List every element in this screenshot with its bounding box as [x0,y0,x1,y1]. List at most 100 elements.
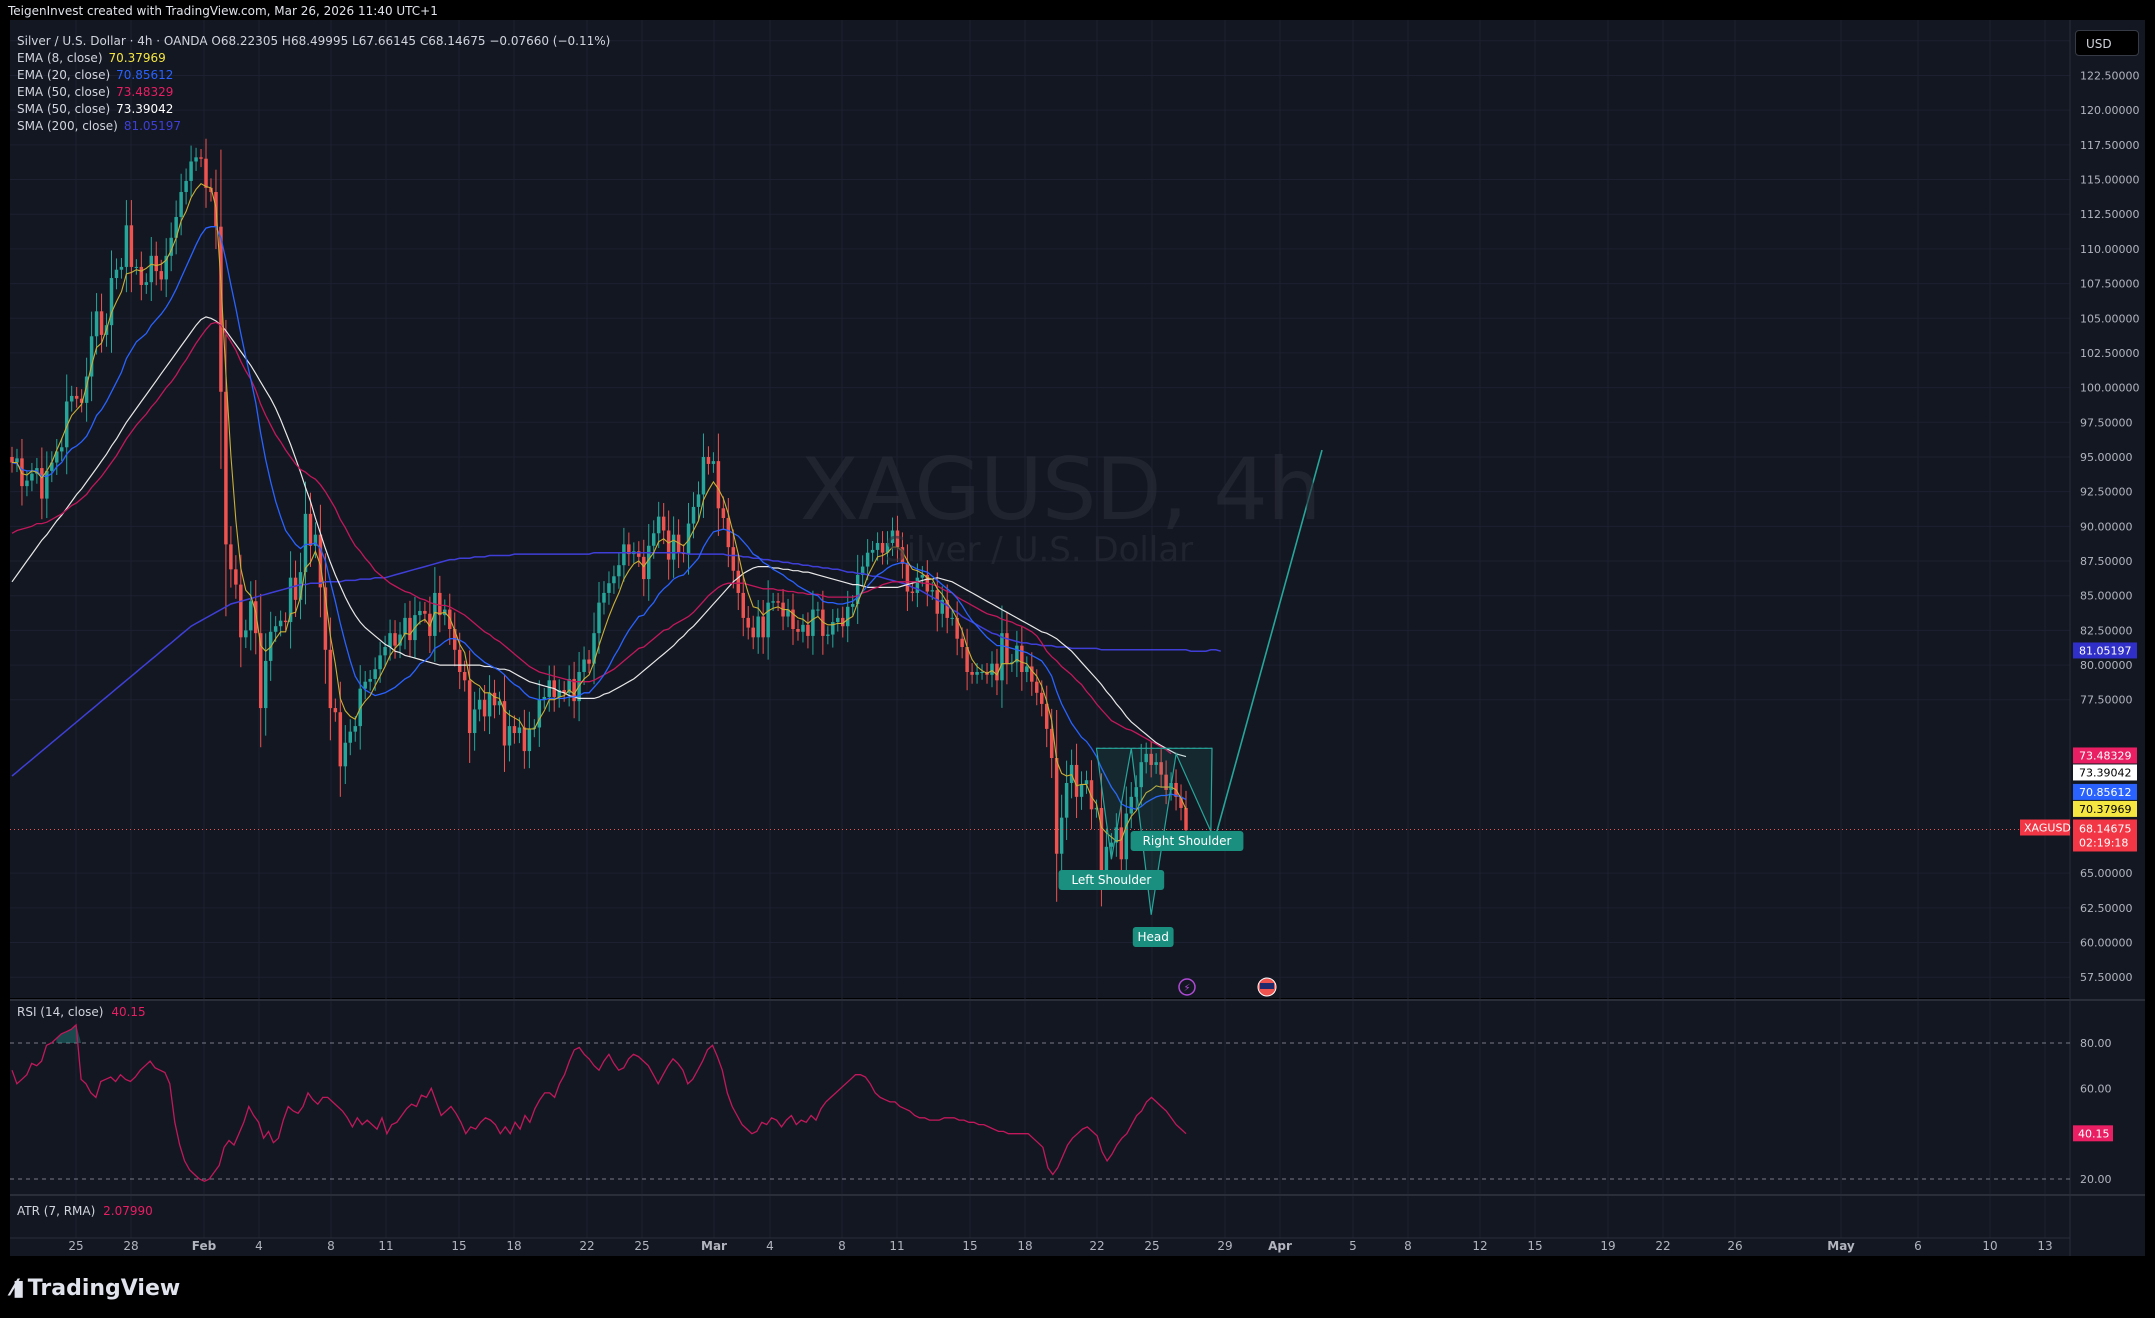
change-value: −0.07660 (−0.11%) [489,34,611,48]
candle-body [666,530,671,560]
rsi-value-label: 40.15 [2078,1127,2110,1140]
price-tick-label: 62.50000 [2080,902,2133,915]
candle-body [751,627,755,638]
candle-body [353,726,357,732]
candle-body [582,659,586,672]
candle-body [239,584,243,638]
candle-body [865,552,870,567]
price-tick-label: 90.00000 [2080,520,2133,533]
rsi-value: 40.15 [111,1005,146,1019]
candle-body [960,638,964,648]
atr-legend[interactable]: ATR (7, RMA) 2.07990 [17,1204,153,1218]
symbol-label[interactable]: Silver / U.S. Dollar · 4h · OANDA [17,34,208,48]
symbol-label: XAGUSD [2024,821,2071,834]
atr-label: ATR (7, RMA) [17,1204,96,1218]
rsi-value-label-bg [2073,1125,2113,1142]
watermark-name: Silver / U.S. Dollar [885,530,1194,570]
candle-body [368,678,372,682]
time-tick-label: 8 [838,1239,846,1253]
candle-body [716,461,721,509]
candle-body [1159,762,1163,775]
candle-body [1059,817,1064,854]
candle-body [651,533,656,546]
candle-body [950,617,954,619]
candle-body [766,602,770,638]
candle-body [403,617,407,635]
time-tick-label: 25 [1144,1239,1159,1253]
price-tick-label: 85.00000 [2080,590,2133,603]
candle-body [15,458,19,463]
time-tick-label: 11 [889,1239,904,1253]
candle-body [124,225,129,267]
candle-body [930,590,935,592]
indicator-legend-row[interactable]: EMA (50, close) 73.48329 [17,84,610,101]
ohlc-row[interactable]: Silver / U.S. Dollar · 4h · OANDA O68.22… [17,34,611,48]
time-tick-label: 5 [1349,1239,1357,1253]
rsi-label: RSI (14, close) [17,1005,104,1019]
candle-body [55,451,59,463]
candle-body [821,609,825,636]
candle-body [45,470,49,499]
candle-body [845,606,850,627]
time-tick-label: 18 [1017,1239,1032,1253]
rsi-tick-label: 20.00 [2080,1173,2112,1186]
indicator-value: 81.05197 [123,119,182,133]
us-flag-stripe [1260,983,1274,989]
candle-body [1089,780,1094,810]
sma50-line [11,316,1187,758]
candle-body [1104,846,1109,872]
candle-body [1015,645,1019,663]
candle-body [184,180,188,193]
tradingview-logo[interactable]: ⁄▮ TradingView [12,1276,180,1301]
candle-body [89,336,94,377]
time-tick-label: 22 [1655,1239,1670,1253]
time-tick-label: 19 [1600,1239,1615,1253]
candle-body [706,456,711,464]
right-shoulder-label: Right Shoulder [1143,834,1232,848]
indicator-legend-row[interactable]: EMA (20, close) 70.85612 [17,67,610,84]
candle-body [736,570,741,593]
price-tick-label: 115.00000 [2080,174,2140,187]
candle-body [144,282,149,285]
indicator-legend-row[interactable]: SMA (200, close) 81.05197 [17,118,610,135]
time-tick-label: 13 [2037,1239,2052,1253]
candle-body [801,624,805,632]
time-tick-label: 8 [1404,1239,1412,1253]
candle-body [786,609,790,617]
candle-body [816,609,820,611]
indicator-label: EMA (8, close) [17,51,103,65]
time-tick-label: 11 [378,1239,393,1253]
price-tick-label: 82.50000 [2080,624,2133,637]
candle-body [263,660,268,709]
candle-body [880,542,885,553]
indicator-legend-row[interactable]: SMA (50, close) 73.39042 [17,101,610,118]
price-label-bg [2073,747,2137,764]
candle-body [159,271,163,280]
candle-body [472,709,477,734]
candle-body [831,622,835,635]
left-shoulder-label: Left Shoulder [1071,873,1151,887]
candle-body [1139,762,1143,788]
time-tick-label: 18 [506,1239,521,1253]
price-tick-label: 57.50000 [2080,971,2133,984]
candle-body [592,633,596,664]
candle-body [1064,782,1069,818]
candle-body [328,649,333,709]
candle-body [562,690,566,693]
indicator-legend-row[interactable]: EMA (8, close) 70.37969 [17,50,610,67]
candle-body [920,574,925,578]
main-legend: Silver / U.S. Dollar · 4h · OANDA O68.22… [17,33,610,135]
candle-body [139,266,144,285]
candle-body [1035,681,1039,693]
tradingview-logo-icon: ⁄▮ [12,1276,25,1301]
atr-value: 2.07990 [103,1204,153,1218]
candle-body [467,680,472,734]
time-tick-label: 22 [579,1239,594,1253]
candle-body [258,633,263,709]
candle-body [249,601,253,631]
candle-body [905,563,910,592]
candle-body [487,692,492,717]
rsi-legend[interactable]: RSI (14, close) 40.15 [17,1005,146,1019]
currency-button[interactable]: USD [2075,30,2139,56]
